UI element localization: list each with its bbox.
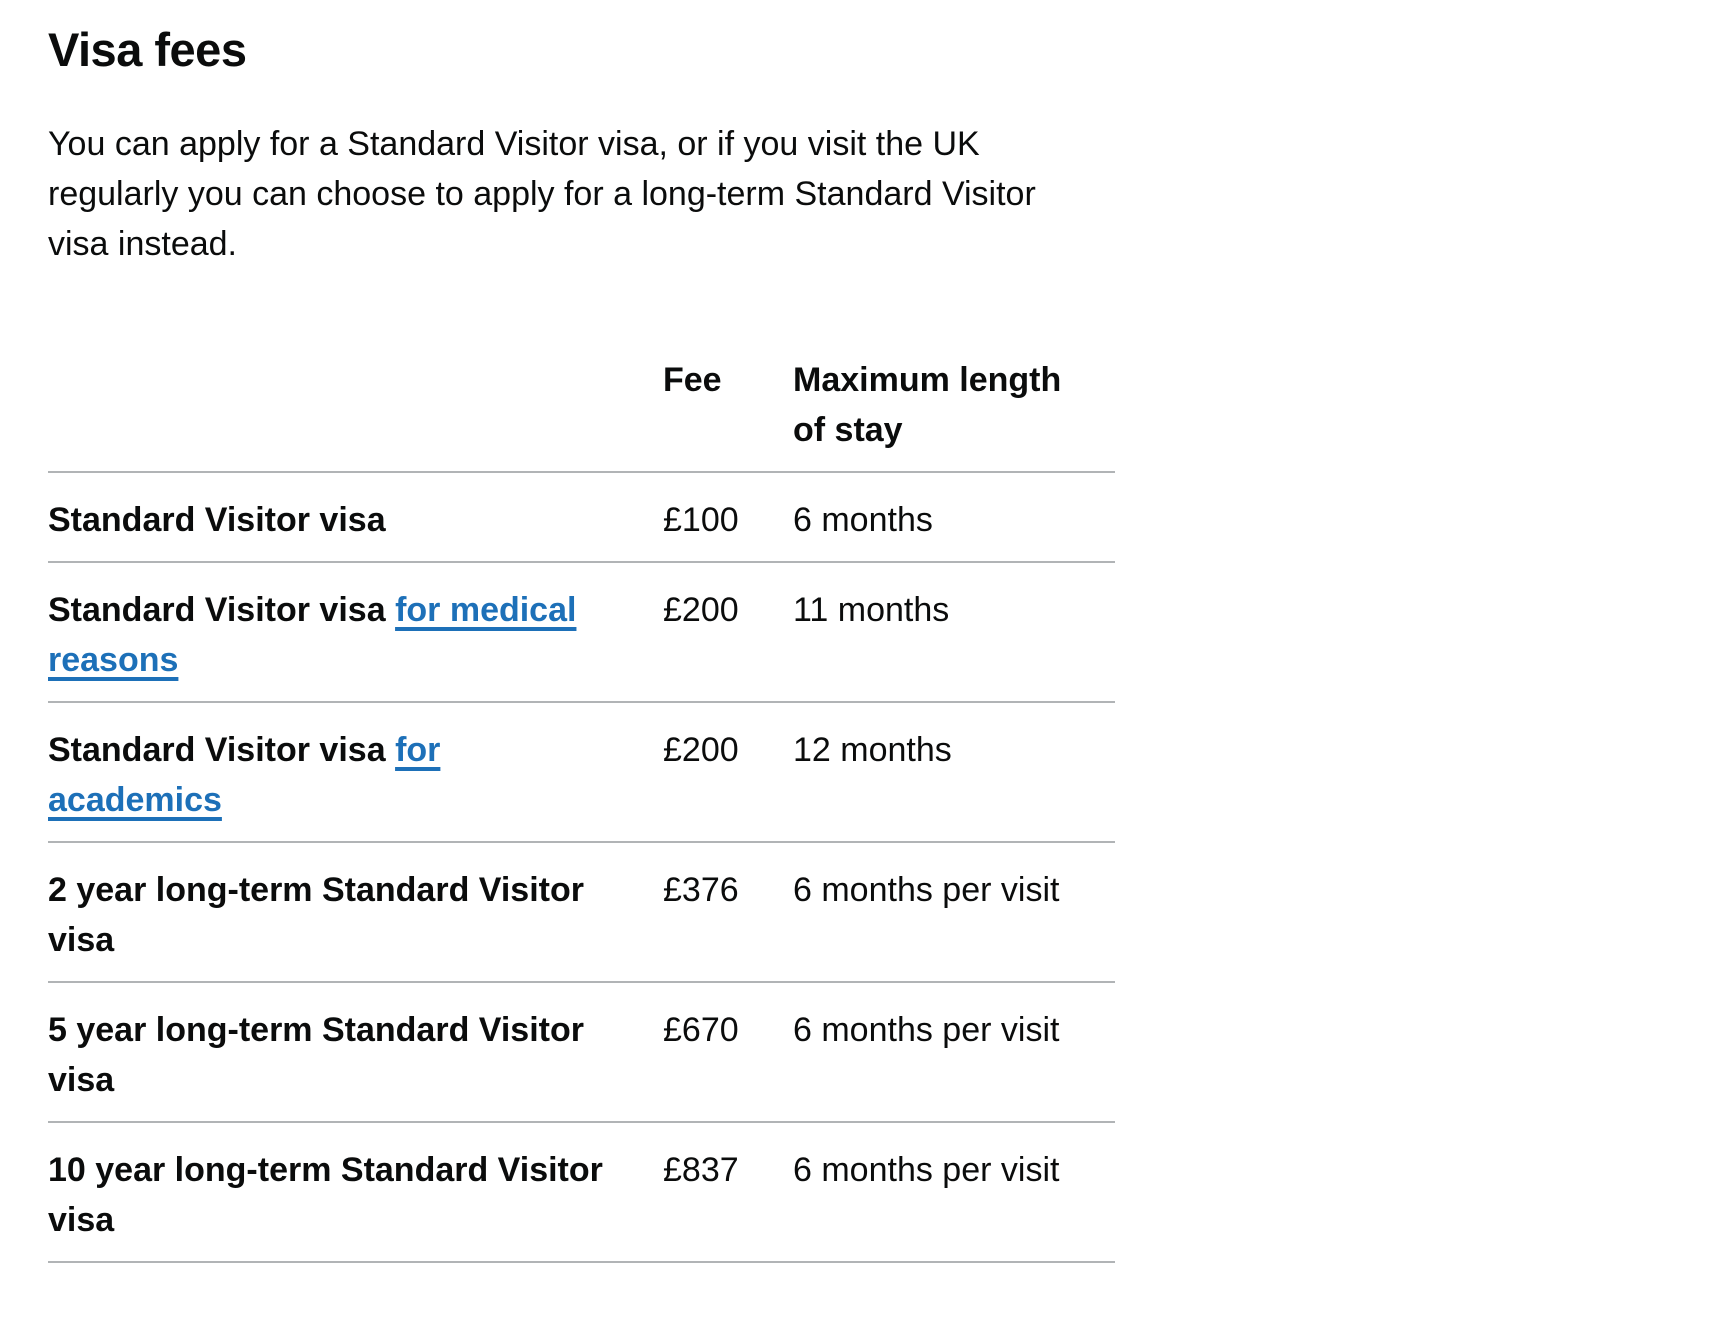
table-body: Standard Visitor visa £100 6 months Stan… — [48, 472, 1115, 1263]
visa-name-cell: 10 year long-term Standard Visitor visa — [48, 1122, 663, 1263]
visa-name-text: Standard Visitor visa — [48, 731, 396, 769]
visa-link[interactable]: for medical reasons — [48, 591, 577, 679]
fee-cell: £100 — [663, 472, 793, 563]
visa-name-text: 2 year long-term Standard Visitor visa — [48, 871, 584, 959]
max-stay-cell: 6 months per visit — [793, 842, 1115, 983]
table-row: 10 year long-term Standard Visitor visa … — [48, 1122, 1115, 1263]
fee-cell: £837 — [663, 1122, 793, 1263]
visa-name-cell: Standard Visitor visa for academics — [48, 702, 663, 843]
max-stay-cell: 6 months — [793, 472, 1115, 563]
table-header: Fee Maximum length of stay — [48, 333, 1115, 473]
fee-cell: £670 — [663, 982, 793, 1123]
intro-paragraph: You can apply for a Standard Visitor vis… — [48, 119, 1730, 269]
visa-name-text: Standard Visitor visa — [48, 501, 386, 539]
visa-name-cell: 2 year long-term Standard Visitor visa — [48, 842, 663, 983]
table-row: Standard Visitor visa for medical reason… — [48, 562, 1115, 703]
visa-name-cell: Standard Visitor visa for medical reason… — [48, 562, 663, 703]
intro-line: regularly you can choose to apply for a … — [48, 175, 1036, 213]
visa-fees-table: Fee Maximum length of stay Standard Visi… — [48, 333, 1115, 1263]
max-stay-cell: 12 months — [793, 702, 1115, 843]
page-title: Visa fees — [48, 23, 247, 76]
table-row: 5 year long-term Standard Visitor visa £… — [48, 982, 1115, 1123]
visa-name-text: 10 year long-term Standard Visitor visa — [48, 1151, 603, 1239]
table-row: Standard Visitor visa for academics £200… — [48, 702, 1115, 843]
visa-name-cell: 5 year long-term Standard Visitor visa — [48, 982, 663, 1123]
header-row: Fee Maximum length of stay — [48, 333, 1115, 473]
header-max-stay: Maximum length of stay — [793, 333, 1115, 473]
fee-cell: £376 — [663, 842, 793, 983]
table-row: 2 year long-term Standard Visitor visa £… — [48, 842, 1115, 983]
visa-name-cell: Standard Visitor visa — [48, 472, 663, 563]
fee-cell: £200 — [663, 702, 793, 843]
max-stay-cell: 11 months — [793, 562, 1115, 703]
header-visa-type — [48, 333, 663, 473]
header-fee: Fee — [663, 333, 793, 473]
max-stay-cell: 6 months per visit — [793, 982, 1115, 1123]
max-stay-cell: 6 months per visit — [793, 1122, 1115, 1263]
visa-name-text: Standard Visitor visa — [48, 591, 396, 629]
visa-name-text: 5 year long-term Standard Visitor visa — [48, 1011, 584, 1099]
table-row: Standard Visitor visa £100 6 months — [48, 472, 1115, 563]
intro-line: visa instead. — [48, 225, 237, 263]
intro-line: You can apply for a Standard Visitor vis… — [48, 125, 980, 163]
fee-cell: £200 — [663, 562, 793, 703]
content-area: Visa fees You can apply for a Standard V… — [48, 23, 1730, 1263]
visa-link[interactable]: for academics — [48, 731, 441, 819]
